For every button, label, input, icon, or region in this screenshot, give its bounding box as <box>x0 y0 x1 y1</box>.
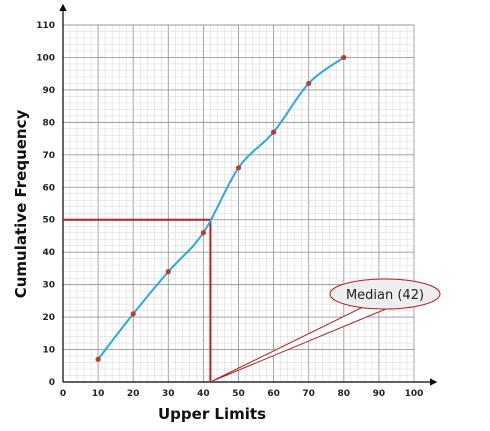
grid <box>62 24 415 383</box>
x-tick-label: 0 <box>60 389 66 399</box>
x-tick-label: 10 <box>92 389 105 399</box>
x-tick-labels: 0 10 20 30 40 50 60 70 80 90 100 <box>60 389 424 399</box>
data-point <box>200 230 206 236</box>
median-lines <box>63 218 212 382</box>
y-tick-labels: 0 10 20 30 40 50 60 70 80 90 100 110 <box>36 21 55 388</box>
y-tick-label: 10 <box>42 346 55 356</box>
data-points <box>95 54 347 362</box>
y-tick-label: 100 <box>36 53 55 63</box>
x-tick-label: 60 <box>267 389 280 399</box>
y-tick-label: 30 <box>42 281 55 291</box>
y-tick-label: 0 <box>49 378 55 388</box>
x-tick-label: 80 <box>338 389 351 399</box>
x-tick-label: 50 <box>232 389 245 399</box>
data-point <box>235 165 242 171</box>
median-callout: Median (42) <box>212 278 441 382</box>
x-tick-label: 70 <box>302 389 315 399</box>
y-tick-label: 20 <box>42 313 55 323</box>
data-point <box>95 356 101 362</box>
x-tick-label: 100 <box>405 389 424 399</box>
data-point <box>271 129 277 135</box>
y-tick-label: 80 <box>42 118 55 128</box>
x-tick-label: 20 <box>127 389 140 399</box>
y-tick-label: 40 <box>42 248 55 258</box>
x-axis-title: Upper Limits <box>158 405 266 423</box>
y-tick-label: 110 <box>36 21 55 31</box>
median-label: Median (42) <box>346 288 424 303</box>
y-tick-label: 50 <box>42 216 55 226</box>
x-tick-label: 90 <box>373 389 386 399</box>
data-point <box>341 54 347 61</box>
y-tick-label: 70 <box>42 151 55 161</box>
x-tick-label: 30 <box>162 389 175 399</box>
axes <box>59 3 438 386</box>
y-tick-label: 90 <box>42 86 55 96</box>
callout-bubble <box>329 278 441 310</box>
y-tick-label: 60 <box>42 183 55 193</box>
cumulative-frequency-curve <box>97 56 345 360</box>
data-point <box>306 80 312 87</box>
data-point <box>165 269 171 275</box>
data-point <box>130 311 136 317</box>
x-tick-label: 40 <box>197 389 210 399</box>
y-axis-title: Cumulative Frequency <box>12 110 30 299</box>
